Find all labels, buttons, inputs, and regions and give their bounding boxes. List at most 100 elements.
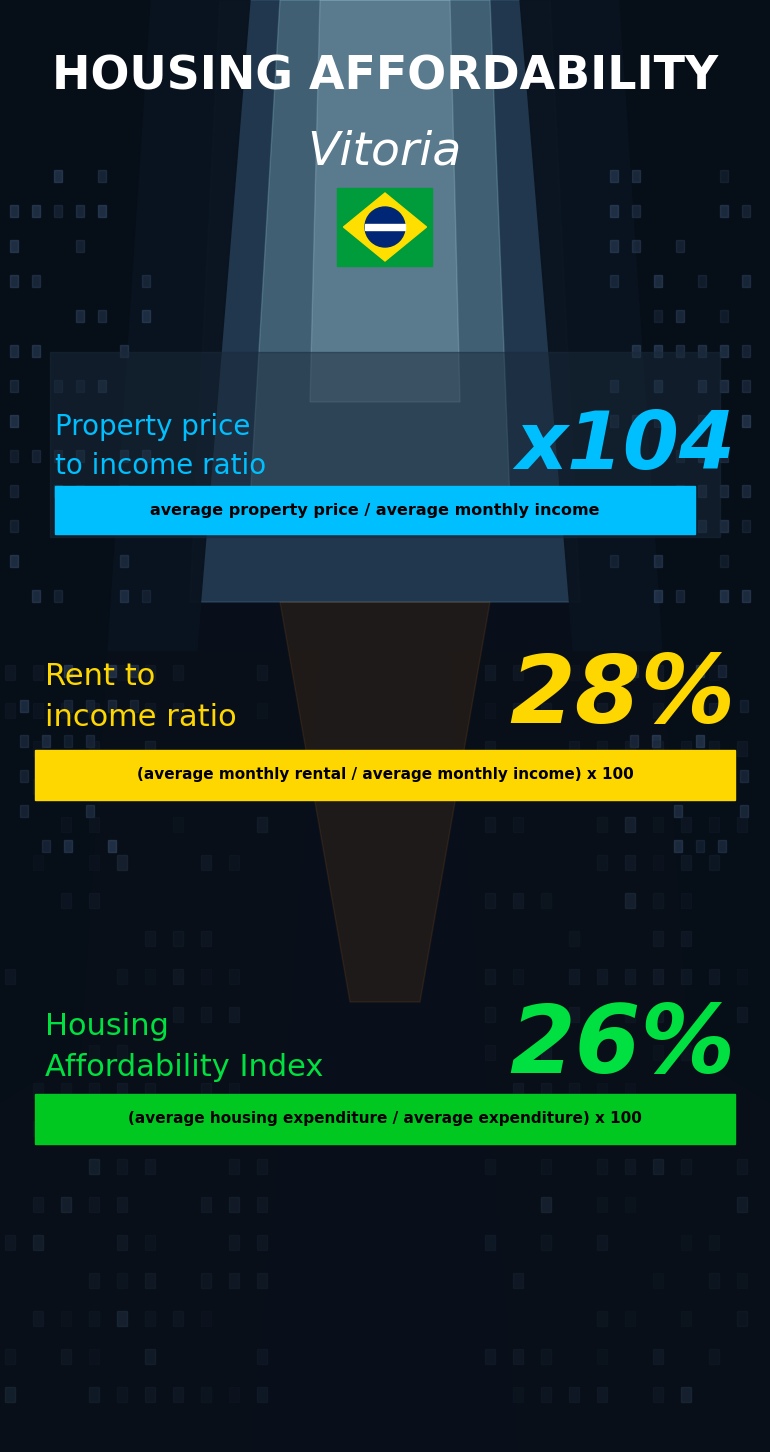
- Polygon shape: [0, 652, 320, 1452]
- Bar: [632, 205, 640, 216]
- Bar: [485, 1236, 495, 1250]
- Bar: [569, 741, 579, 756]
- Bar: [98, 309, 106, 322]
- Text: Housing
Affordability Index: Housing Affordability Index: [45, 1012, 323, 1082]
- Bar: [173, 1387, 183, 1403]
- Bar: [742, 205, 750, 216]
- Bar: [173, 703, 183, 717]
- Bar: [698, 346, 706, 357]
- Bar: [597, 1387, 607, 1403]
- Bar: [625, 893, 635, 908]
- Bar: [737, 1159, 747, 1175]
- Bar: [610, 415, 618, 427]
- Bar: [257, 1159, 267, 1175]
- Bar: [229, 1196, 239, 1212]
- Bar: [569, 1387, 579, 1403]
- Bar: [229, 855, 239, 870]
- Bar: [541, 1387, 551, 1403]
- Bar: [145, 780, 155, 794]
- Bar: [737, 1273, 747, 1288]
- Bar: [653, 1008, 663, 1022]
- Text: 26%: 26%: [509, 1000, 735, 1093]
- Bar: [597, 1236, 607, 1250]
- Bar: [33, 1083, 43, 1098]
- Bar: [541, 893, 551, 908]
- Bar: [117, 968, 127, 984]
- Polygon shape: [450, 652, 770, 1452]
- Bar: [625, 1196, 635, 1212]
- Bar: [120, 450, 128, 462]
- Bar: [54, 485, 62, 497]
- Bar: [145, 1273, 155, 1288]
- Bar: [720, 520, 728, 531]
- Bar: [64, 735, 72, 746]
- Bar: [718, 770, 726, 783]
- Bar: [610, 555, 618, 566]
- Bar: [625, 1121, 635, 1135]
- Bar: [742, 346, 750, 357]
- Bar: [35, 1093, 735, 1144]
- Bar: [117, 1196, 127, 1212]
- Bar: [32, 274, 40, 287]
- Bar: [117, 1311, 127, 1326]
- Bar: [681, 1045, 691, 1060]
- Bar: [485, 665, 495, 680]
- Bar: [485, 817, 495, 832]
- Bar: [676, 309, 684, 322]
- Bar: [541, 703, 551, 717]
- Bar: [513, 1273, 523, 1288]
- Bar: [541, 1236, 551, 1250]
- Bar: [696, 665, 704, 677]
- Bar: [117, 855, 127, 870]
- Bar: [257, 817, 267, 832]
- Bar: [630, 665, 638, 677]
- Bar: [674, 665, 682, 677]
- Bar: [145, 1159, 155, 1175]
- Bar: [117, 1387, 127, 1403]
- Bar: [610, 380, 618, 392]
- Bar: [32, 346, 40, 357]
- Bar: [485, 1349, 495, 1363]
- Bar: [632, 240, 640, 253]
- Bar: [10, 346, 18, 357]
- Bar: [653, 741, 663, 756]
- Bar: [145, 1083, 155, 1098]
- Bar: [709, 817, 719, 832]
- Bar: [597, 741, 607, 756]
- Bar: [597, 1349, 607, 1363]
- Bar: [654, 346, 662, 357]
- Bar: [145, 968, 155, 984]
- Bar: [625, 1008, 635, 1022]
- Bar: [42, 841, 50, 852]
- Bar: [541, 1159, 551, 1175]
- Bar: [20, 735, 28, 746]
- Bar: [33, 665, 43, 680]
- Bar: [89, 1349, 99, 1363]
- Bar: [10, 450, 18, 462]
- Bar: [229, 1236, 239, 1250]
- Bar: [632, 520, 640, 531]
- Bar: [201, 1311, 211, 1326]
- Bar: [10, 205, 18, 216]
- Text: HOUSING AFFORDABILITY: HOUSING AFFORDABILITY: [52, 55, 718, 100]
- Bar: [89, 741, 99, 756]
- Bar: [541, 1349, 551, 1363]
- Bar: [698, 485, 706, 497]
- Bar: [742, 485, 750, 497]
- Bar: [54, 590, 62, 603]
- Bar: [10, 380, 18, 392]
- Bar: [597, 968, 607, 984]
- Bar: [740, 770, 748, 783]
- Bar: [653, 1273, 663, 1288]
- Bar: [98, 380, 106, 392]
- Bar: [117, 1045, 127, 1060]
- Bar: [709, 780, 719, 794]
- Bar: [674, 804, 682, 817]
- Bar: [54, 205, 62, 216]
- Bar: [709, 703, 719, 717]
- Bar: [145, 1311, 155, 1326]
- Bar: [89, 1121, 99, 1135]
- Bar: [173, 1311, 183, 1326]
- Bar: [76, 485, 84, 497]
- Bar: [145, 931, 155, 947]
